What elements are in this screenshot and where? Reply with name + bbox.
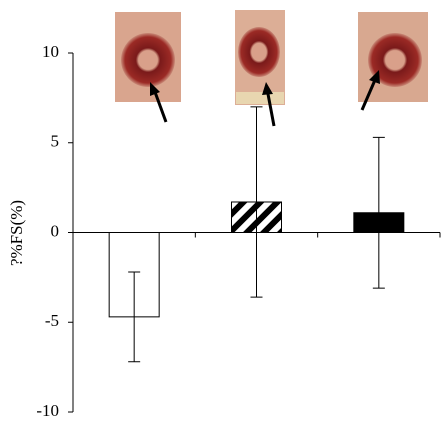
y-tick-label: 0 [51, 221, 60, 240]
photo-ring [238, 27, 280, 77]
photos [115, 10, 428, 105]
y-tick-label: -5 [45, 311, 59, 330]
y-tick-label: -10 [36, 401, 59, 420]
photo-ring [121, 33, 175, 87]
y-tick-label: 10 [42, 42, 59, 61]
photo-ruler [236, 92, 284, 104]
chart: ?%FS(%) 10 5 0 -5 -10 [0, 0, 444, 421]
y-axis-label: ?%FS(%) [7, 200, 26, 266]
y-tick-label: 5 [51, 132, 60, 151]
